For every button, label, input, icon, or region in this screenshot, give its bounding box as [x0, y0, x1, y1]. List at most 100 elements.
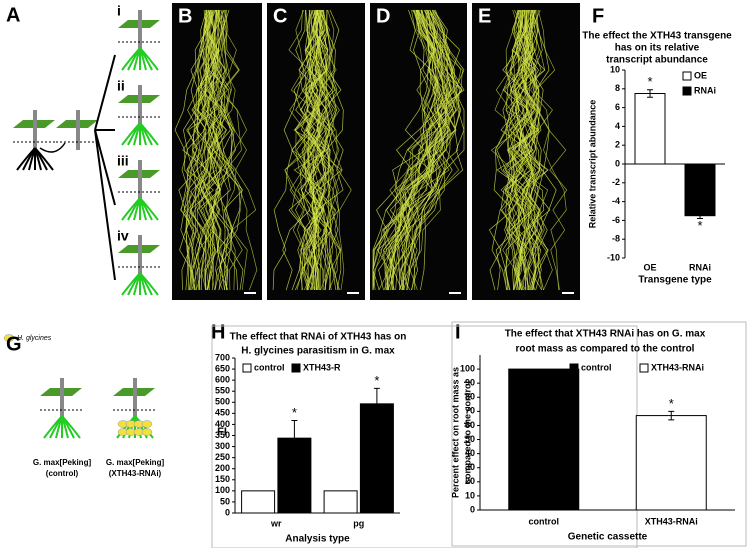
root	[139, 122, 159, 146]
y-tick-label: 600	[215, 375, 230, 385]
root	[303, 9, 328, 291]
bar	[634, 93, 666, 165]
x-axis-label: Analysis type	[285, 534, 350, 545]
y-axis-label: Percent effect on root mass as	[450, 367, 460, 498]
root	[389, 9, 462, 291]
root	[372, 9, 445, 291]
chart-title: H. glycines parasitism in G. max	[241, 346, 395, 357]
root	[519, 9, 545, 291]
arrow	[94, 129, 116, 281]
legend-swatch	[639, 363, 649, 373]
root	[399, 9, 456, 291]
y-axis-label: FI	[217, 426, 227, 438]
root	[496, 9, 530, 291]
y-tick-label: 8	[615, 83, 620, 93]
stem	[138, 10, 142, 50]
root	[378, 9, 442, 291]
y-tick-label: 4	[615, 121, 620, 131]
root	[401, 9, 456, 291]
y-tick-label: 550	[215, 386, 230, 396]
x-tick-label: XTH43-RNAi	[645, 516, 698, 526]
root	[505, 9, 539, 291]
root	[510, 9, 539, 291]
nematode	[141, 420, 153, 428]
significance-mark: *	[647, 74, 652, 89]
root	[491, 9, 528, 291]
root	[522, 9, 546, 291]
y-tick-label: -6	[612, 215, 620, 225]
chart-title: The effect the XTH43 transgene	[582, 31, 732, 42]
legend-swatch	[682, 71, 692, 81]
significance-mark: *	[374, 373, 379, 388]
root	[204, 9, 244, 291]
y-axis-label: Relative transcript abundance	[587, 100, 597, 229]
significance-mark: *	[292, 405, 297, 420]
root	[216, 9, 257, 291]
stem	[138, 85, 142, 125]
y-tick-label: 10	[610, 64, 620, 74]
y-tick-label: 60	[465, 420, 475, 430]
root	[139, 197, 159, 221]
root	[306, 9, 322, 291]
panel-label: A	[6, 4, 20, 26]
root	[372, 9, 447, 291]
root	[316, 10, 344, 291]
root	[380, 9, 451, 291]
root	[409, 9, 463, 291]
root	[535, 9, 568, 291]
root	[306, 9, 338, 291]
chart-title: root mass as compared to the control	[516, 344, 695, 355]
panel-label: H	[211, 321, 225, 343]
y-tick-label: 20	[465, 476, 475, 486]
bar	[323, 490, 358, 514]
root	[200, 9, 220, 291]
root	[221, 9, 258, 291]
root	[312, 9, 336, 291]
diagram-label: iii	[117, 153, 129, 169]
y-tick-label: 250	[215, 452, 230, 462]
root	[515, 9, 543, 291]
root	[304, 9, 332, 291]
root	[284, 9, 313, 291]
x-tick-label: OE	[643, 262, 656, 272]
bar	[635, 415, 707, 511]
plant-label: (XTH43-RNAi)	[109, 469, 162, 478]
panel-label: E	[478, 5, 491, 27]
x-tick-label: wr	[270, 518, 282, 528]
legend-label: XTH43-R	[303, 362, 341, 372]
legend-label: control	[254, 362, 285, 372]
stem	[133, 378, 137, 418]
root	[139, 272, 159, 296]
panel-label: F	[592, 5, 604, 27]
y-tick-label: 0	[225, 507, 230, 517]
y-tick-label: 0	[615, 158, 620, 168]
y-tick-label: 10	[465, 490, 475, 500]
panel-label: B	[178, 5, 192, 27]
y-tick-label: 30	[465, 462, 475, 472]
root	[496, 9, 529, 291]
error-bar	[647, 89, 653, 98]
root	[174, 9, 207, 291]
y-tick-label: 300	[215, 441, 230, 451]
stem	[33, 110, 37, 150]
y-tick-label: 90	[465, 378, 475, 388]
chart-title: transcript abundance	[606, 55, 708, 66]
root	[383, 9, 436, 291]
y-tick-label: 2	[615, 140, 620, 150]
root	[180, 9, 217, 291]
panel-label: C	[273, 5, 287, 27]
y-tick-label: 200	[215, 463, 230, 473]
y-tick-label: 450	[215, 408, 230, 418]
y-tick-label: 50	[220, 496, 230, 506]
error-bar	[291, 419, 298, 457]
arrow	[94, 54, 116, 131]
y-tick-label: 500	[215, 397, 230, 407]
x-tick-label: pg	[353, 518, 364, 528]
x-axis-label: Genetic cassette	[568, 532, 648, 543]
root	[205, 9, 230, 291]
root	[385, 9, 446, 291]
stem	[138, 235, 142, 275]
y-tick-label: -2	[612, 177, 620, 187]
error-bar	[668, 410, 675, 421]
